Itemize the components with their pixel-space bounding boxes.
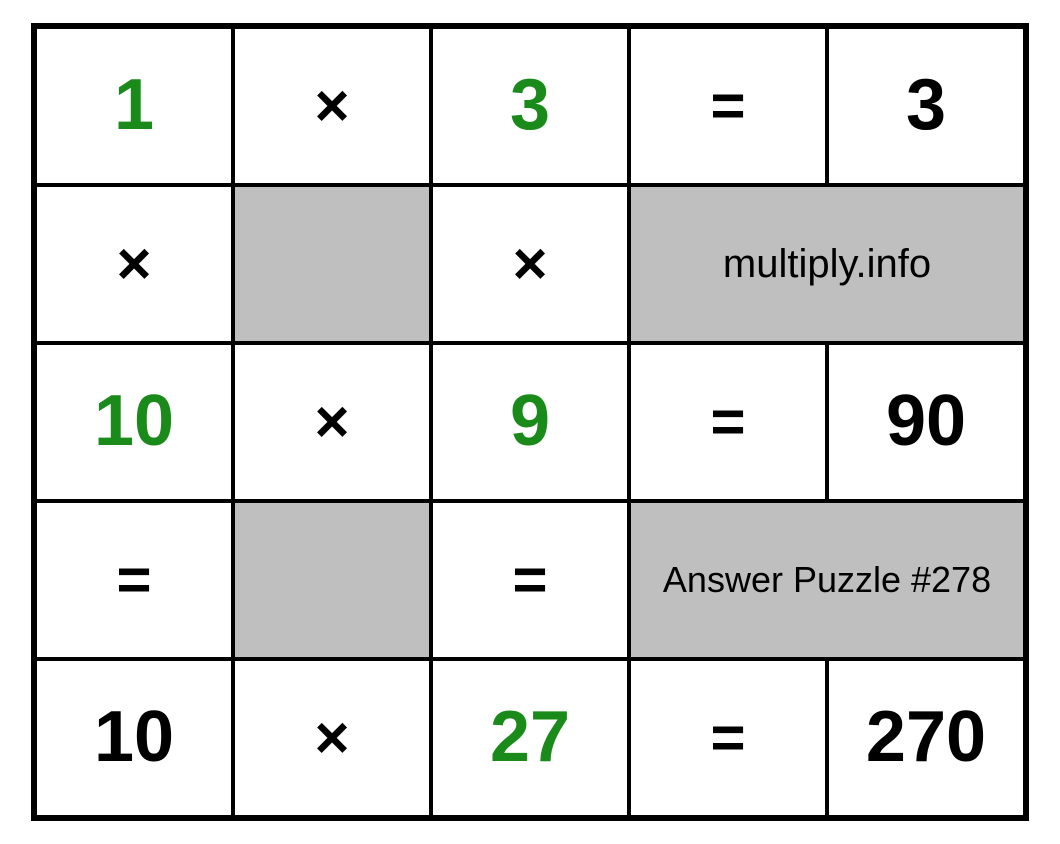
cell-r4c4: 270 <box>827 659 1025 817</box>
cell-r1c1-blank <box>233 185 431 343</box>
cell-r0c0: 1 <box>35 27 233 185</box>
cell-r0c4: 3 <box>827 27 1025 185</box>
cell-r3-label: Answer Puzzle #278 <box>629 501 1025 659</box>
cell-r0c1-operator: × <box>233 27 431 185</box>
cell-r4c0: 10 <box>35 659 233 817</box>
cell-r1-label: multiply.info <box>629 185 1025 343</box>
cell-r1c2-operator: × <box>431 185 629 343</box>
cell-r0c3-equals: = <box>629 27 827 185</box>
cell-r3c2-equals: = <box>431 501 629 659</box>
cell-r4c2: 27 <box>431 659 629 817</box>
cell-r0c2: 3 <box>431 27 629 185</box>
cell-r2c0: 10 <box>35 343 233 501</box>
cell-r2c4: 90 <box>827 343 1025 501</box>
cell-r2c2: 9 <box>431 343 629 501</box>
cell-r2c3-equals: = <box>629 343 827 501</box>
cell-r3c1-blank <box>233 501 431 659</box>
cell-r1c0-operator: × <box>35 185 233 343</box>
cell-r4c1-operator: × <box>233 659 431 817</box>
cell-r3c0-equals: = <box>35 501 233 659</box>
cell-r2c1-operator: × <box>233 343 431 501</box>
cell-r4c3-equals: = <box>629 659 827 817</box>
multiplication-puzzle-grid: 1 × 3 = 3 × × multiply.info 10 × 9 = 90 … <box>31 23 1029 821</box>
